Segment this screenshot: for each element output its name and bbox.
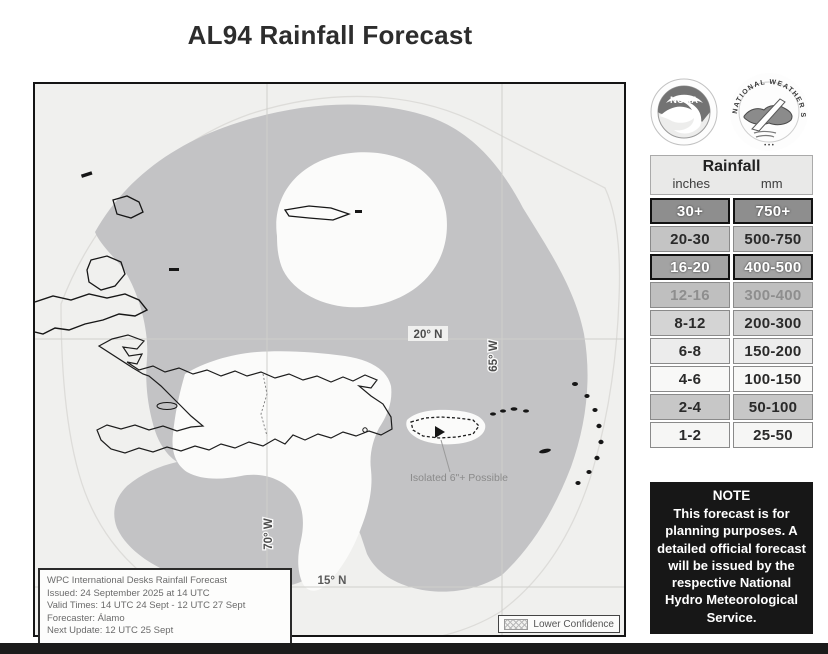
- hispaniola-coastline: [96, 334, 393, 454]
- page-title: AL94 Rainfall Forecast: [187, 20, 473, 50]
- mayaguana-islet: [169, 268, 179, 271]
- info-line-issued: Issued: 24 September 2025 at 14 UTC: [47, 587, 210, 599]
- legend-row-16-20: 16-20 400-500: [650, 254, 813, 280]
- virgin-islands-1: [490, 412, 496, 416]
- forecast-info-box: WPC International Desks Rainfall Forecas…: [38, 568, 292, 645]
- legend-cell-mm: 100-150: [733, 366, 813, 392]
- legend-cell-inches: 6-8: [650, 338, 730, 364]
- lat-20n-label-bg: [408, 326, 448, 341]
- legend-cell-mm: 25-50: [733, 422, 813, 448]
- agency-logos: NOAA NATIONAL WEATHER SERVICE • • •: [648, 71, 818, 152]
- rain-hole-4-6in-oval: [276, 152, 447, 308]
- st-croix: [539, 448, 551, 454]
- legend-cell-inches: 1-2: [650, 422, 730, 448]
- rainfall-map-graphic: 20° N 15° N 65° W 65° W 70° W 70° W Isol…: [35, 84, 624, 635]
- crooked-island: [112, 195, 144, 219]
- info-line-valid: Valid Times: 14 UTC 24 Sept - 12 UTC 27 …: [47, 600, 246, 612]
- legend-cell-inches: 20-30: [650, 226, 730, 252]
- legend-row-30plus: 30+ 750+: [650, 198, 813, 224]
- legend-row-2-4: 2-4 50-100: [650, 394, 813, 420]
- info-line-forecaster: Forecaster: Álamo: [47, 612, 125, 624]
- legend-cell-mm: 750+: [733, 198, 813, 224]
- lon-65w-label: 65° W: [488, 340, 500, 372]
- legend-cell-mm: 200-300: [733, 310, 813, 336]
- isolated-annotation: Isolated 6"+ Possible: [410, 472, 508, 484]
- lower-confidence-label: Lower Confidence: [533, 618, 614, 630]
- antilles-2: [584, 394, 590, 398]
- info-line-next-update: Next Update: 12 UTC 25 Sept: [47, 625, 174, 637]
- noaa-logo: NOAA: [650, 78, 718, 146]
- ocean-islet: [362, 427, 368, 433]
- lower-confidence-key: Lower Confidence: [498, 615, 620, 633]
- virgin-islands-3: [510, 407, 518, 411]
- legend-cell-inches: 2-4: [650, 394, 730, 420]
- legend-header: Rainfall inches mm: [650, 155, 813, 195]
- legend-col-mm: mm: [760, 176, 783, 191]
- legend-row-20-30: 20-30 500-750: [650, 226, 813, 252]
- cuba-coastline: [35, 293, 149, 335]
- rainfall-legend: Rainfall inches mm 30+ 750+ 20-30 500-75…: [650, 155, 813, 450]
- turks-caicos: [283, 205, 351, 221]
- lat-15n-label: 15° N: [318, 575, 347, 587]
- annotation-leader-line: [440, 439, 451, 473]
- lat-20n-label: 20° N: [414, 329, 443, 341]
- lower-confidence-hatch-icon: [504, 618, 529, 630]
- antilles-8: [575, 481, 581, 485]
- note-box: NOTE This forecast is for planning purpo…: [650, 482, 813, 634]
- haiti-dr-border: [260, 373, 268, 437]
- legend-cell-inches: 30+: [650, 198, 730, 224]
- legend-cell-mm: 150-200: [733, 338, 813, 364]
- legend-cell-mm: 400-500: [733, 254, 813, 280]
- forecast-map: 20° N 15° N 65° W 65° W 70° W 70° W Isol…: [33, 82, 626, 645]
- antilles-4: [596, 423, 602, 429]
- rain-hole-4-6in-hispaniola: [172, 351, 392, 591]
- turks-islet: [355, 210, 362, 213]
- lon-70w-label-text: 70° W: [263, 518, 275, 550]
- gonave-island: [156, 402, 178, 410]
- antilles-1: [572, 382, 578, 386]
- antilles-7: [586, 470, 592, 474]
- legend-cell-inches: 12-16: [650, 282, 730, 308]
- puerto-rico-coastline: [410, 416, 480, 439]
- lon-65w-label-text: 65° W: [488, 340, 500, 372]
- legend-row-4-6: 4-6 100-150: [650, 366, 813, 392]
- legend-title: Rainfall: [702, 158, 761, 175]
- legend-cell-mm: 300-400: [733, 282, 813, 308]
- legend-col-inches: inches: [672, 176, 711, 191]
- virgin-islands-4: [523, 409, 529, 413]
- legend-cell-mm: 50-100: [733, 394, 813, 420]
- nws-logo: NATIONAL WEATHER SERVICE • • •: [728, 71, 808, 151]
- legend-cell-inches: 16-20: [650, 254, 730, 280]
- antilles-3: [592, 408, 598, 412]
- bottom-black-bar: [0, 643, 828, 654]
- virgin-islands-2: [500, 409, 506, 413]
- legend-cell-inches: 8-12: [650, 310, 730, 336]
- nws-logo-stars: • • •: [764, 143, 774, 149]
- legend-row-8-12: 8-12 200-300: [650, 310, 813, 336]
- noaa-logo-text: NOAA: [670, 95, 698, 106]
- storm-marker-triangle: [435, 426, 445, 438]
- note-title: NOTE: [712, 488, 751, 503]
- lon-70w-label: 70° W: [263, 518, 275, 550]
- info-line-product: WPC International Desks Rainfall Forecas…: [47, 575, 228, 586]
- legend-cell-inches: 4-6: [650, 366, 730, 392]
- legend-row-1-2: 1-2 25-50: [650, 422, 813, 448]
- great-inagua: [86, 255, 126, 291]
- legend-row-12-16: 12-16 300-400: [650, 282, 813, 308]
- legend-cell-mm: 500-750: [733, 226, 813, 252]
- note-body: This forecast is for planning purposes. …: [657, 506, 806, 625]
- legend-row-6-8: 6-8 150-200: [650, 338, 813, 364]
- bahamas-islet: [80, 171, 93, 178]
- antilles-5: [598, 439, 604, 445]
- antilles-6: [594, 455, 600, 461]
- outer-contour: [60, 95, 621, 635]
